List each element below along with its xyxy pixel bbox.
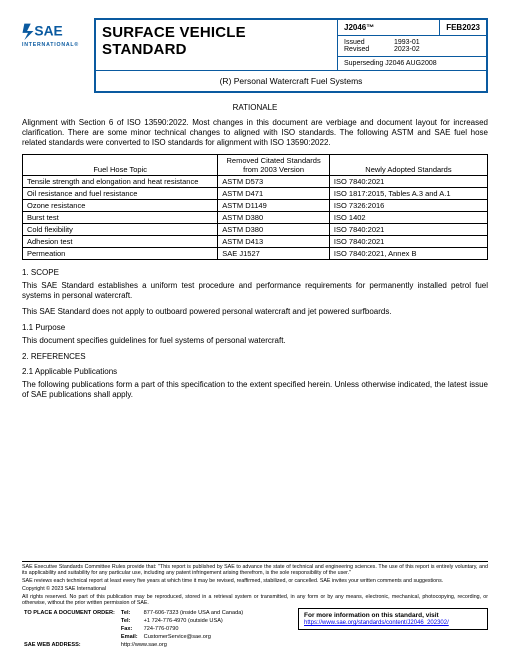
logo-block: SAE INTERNATIONAL® (22, 18, 88, 93)
rationale-body: Alignment with Section 6 of ISO 13590:20… (22, 118, 488, 148)
table-cell: ISO 1402 (329, 212, 487, 224)
table-cell: ASTM D573 (218, 176, 330, 188)
section-1: 1. SCOPE (22, 268, 488, 277)
standard-number: J2046™ (338, 20, 440, 35)
table-row: Burst testASTM D380ISO 1402 (23, 212, 488, 224)
table-row: Adhesion testASTM D413ISO 7840:2021 (23, 236, 488, 248)
table-cell: ASTM D413 (218, 236, 330, 248)
table-cell: ASTM D380 (218, 212, 330, 224)
email-value: CustomerService@sae.org (144, 634, 248, 640)
table-row: Tensile strength and elongation and heat… (23, 176, 488, 188)
table-cell: Adhesion test (23, 236, 218, 248)
section-1-p1: This SAE Standard establishes a uniform … (22, 281, 488, 301)
table-cell: ASTM D380 (218, 224, 330, 236)
section-2-1-p: The following publications form a part o… (22, 380, 488, 400)
footer-fine-2: SAE reviews each technical report at lea… (22, 578, 488, 584)
table-cell: ISO 7326:2016 (329, 200, 487, 212)
table-header: Fuel Hose Topic (23, 155, 218, 176)
tel-label-1: Tel: (121, 610, 142, 616)
svg-text:SAE: SAE (34, 24, 62, 39)
section-2: 2. REFERENCES (22, 352, 488, 361)
footer-copyright: Copyright © 2023 SAE International (22, 586, 488, 592)
table-cell: Burst test (23, 212, 218, 224)
email-label: Email: (121, 634, 142, 640)
subtitle: (R) Personal Watercraft Fuel Systems (96, 70, 486, 91)
table-cell: ISO 1817:2015, Tables A.3 and A.1 (329, 188, 487, 200)
standards-table: Fuel Hose TopicRemoved Citated Standards… (22, 154, 488, 260)
fax-value: 724-776-0790 (144, 626, 248, 632)
section-1-1-p: This document specifies guidelines for f… (22, 336, 488, 346)
table-cell: ISO 7840:2021 (329, 176, 487, 188)
order-label: TO PLACE A DOCUMENT ORDER: (24, 610, 119, 616)
table-cell: Cold flexibility (23, 224, 218, 236)
section-1-p2: This SAE Standard does not apply to outb… (22, 307, 488, 317)
logo-international-text: INTERNATIONAL® (22, 42, 79, 48)
table-cell: ASTM D1149 (218, 200, 330, 212)
fax-label: Fax: (121, 626, 142, 632)
header-row: SAE INTERNATIONAL® SURFACE VEHICLE STAND… (22, 18, 488, 93)
info-link[interactable]: https://www.sae.org/standards/content/J2… (304, 620, 449, 626)
table-header: Newly Adopted Standards (329, 155, 487, 176)
footer-contact: TO PLACE A DOCUMENT ORDER: Tel: 877-606-… (22, 608, 292, 650)
footer-fine-3: All rights reserved. No part of this pub… (22, 594, 488, 606)
footer-fine-1: SAE Executive Standards Committee Rules … (22, 564, 488, 576)
sae-logo-icon: SAE (22, 20, 78, 42)
standard-date: FEB2023 (440, 20, 486, 35)
footer-info-box: For more information on this standard, v… (298, 608, 488, 630)
tel-1: 877-606-7323 (inside USA and Canada) (144, 610, 248, 616)
superseding-text: Superseding J2046 AUG2008 (338, 57, 486, 70)
web-value: http://www.sae.org (121, 642, 247, 648)
section-2-1: 2.1 Applicable Publications (22, 367, 488, 376)
table-cell: ISO 7840:2021 (329, 224, 487, 236)
table-cell: Tensile strength and elongation and heat… (23, 176, 218, 188)
issued-value: 1993-01 (394, 39, 480, 46)
revised-label: Revised (344, 46, 394, 53)
title-cell: SURFACE VEHICLE STANDARD (96, 20, 338, 70)
rationale-heading: RATIONALE (22, 103, 488, 112)
footer: SAE Executive Standards Committee Rules … (22, 561, 488, 650)
table-row: Cold flexibilityASTM D380ISO 7840:2021 (23, 224, 488, 236)
info-title: For more information on this standard, v… (304, 612, 482, 619)
table-cell: ISO 7840:2021 (329, 236, 487, 248)
section-1-1: 1.1 Purpose (22, 323, 488, 332)
table-cell: SAE J1527 (218, 248, 330, 260)
issued-label: Issued (344, 39, 394, 46)
tel-2: +1 724-776-4970 (outside USA) (144, 618, 248, 624)
table-cell: Ozone resistance (23, 200, 218, 212)
tel-label-2: Tel: (121, 618, 142, 624)
header-box: SURFACE VEHICLE STANDARD J2046™ FEB2023 … (94, 18, 488, 93)
table-cell: Permeation (23, 248, 218, 260)
table-header: Removed Citated Standards from 2003 Vers… (218, 155, 330, 176)
footer-rule (22, 561, 488, 562)
web-label: SAE WEB ADDRESS: (24, 642, 119, 648)
table-cell: ISO 7840:2021, Annex B (329, 248, 487, 260)
table-row: PermeationSAE J1527ISO 7840:2021, Annex … (23, 248, 488, 260)
table-cell: ASTM D471 (218, 188, 330, 200)
table-cell: Oil resistance and fuel resistance (23, 188, 218, 200)
table-row: Ozone resistanceASTM D1149ISO 7326:2016 (23, 200, 488, 212)
table-row: Oil resistance and fuel resistanceASTM D… (23, 188, 488, 200)
revised-value: 2023-02 (394, 46, 480, 53)
meta-column: J2046™ FEB2023 Issued 1993-01 Revised 20… (338, 20, 486, 70)
standard-title: SURFACE VEHICLE STANDARD (102, 24, 331, 59)
